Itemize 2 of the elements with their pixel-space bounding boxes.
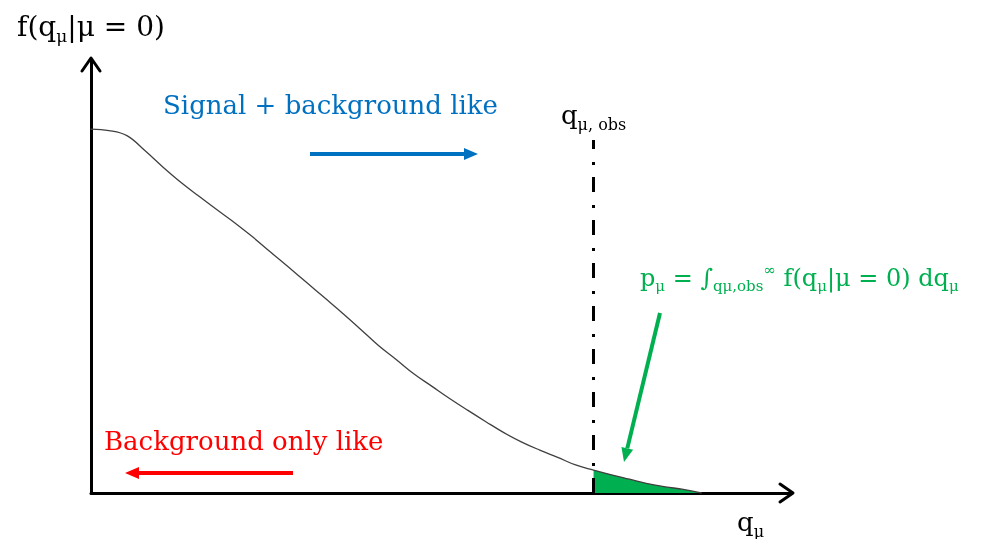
annotation: Background only like xyxy=(104,426,384,456)
text: Signal + background like xyxy=(163,90,499,120)
